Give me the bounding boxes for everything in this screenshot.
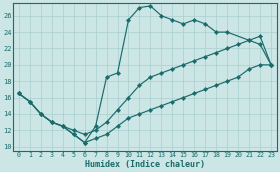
X-axis label: Humidex (Indice chaleur): Humidex (Indice chaleur): [85, 159, 205, 169]
